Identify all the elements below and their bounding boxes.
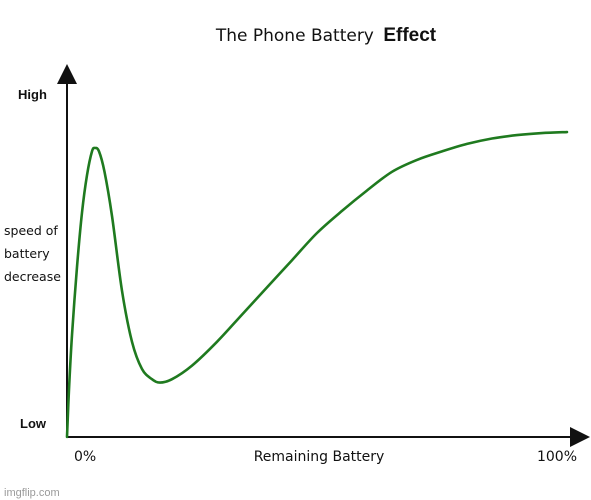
y-axis-label-line-1: speed of xyxy=(4,223,58,238)
y-axis-label-line-2: battery xyxy=(4,246,50,261)
y-axis-label-line-3: decrease xyxy=(4,269,61,284)
chart-title-emphasis: Effect xyxy=(383,25,436,46)
chart-title-main: The Phone Battery xyxy=(215,26,374,46)
x-axis-label: Remaining Battery xyxy=(254,449,385,465)
series-line xyxy=(65,130,569,439)
y-tick-low: Low xyxy=(20,416,47,431)
watermark: imgflip.com xyxy=(4,487,60,499)
x-tick-left: 0% xyxy=(74,449,96,465)
y-tick-high: High xyxy=(18,87,47,102)
x-tick-right: 100% xyxy=(537,449,577,465)
chart-title: The Phone Battery Effect xyxy=(215,25,437,46)
